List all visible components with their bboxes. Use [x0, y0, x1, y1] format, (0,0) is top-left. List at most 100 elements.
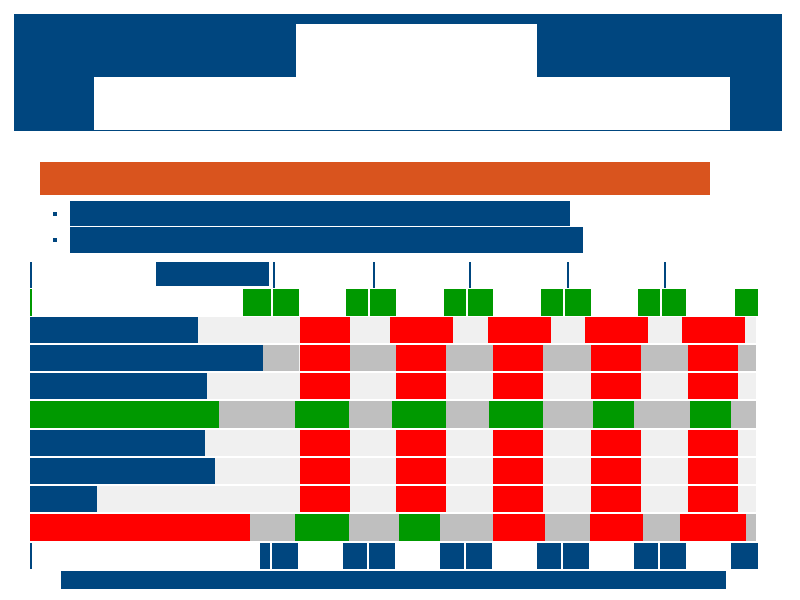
cell-gray [350, 345, 396, 371]
marker-block [440, 543, 464, 569]
cell-gray [543, 345, 591, 371]
cell-red [488, 317, 551, 343]
marker-block [468, 289, 493, 316]
cell-red [493, 514, 545, 541]
cell-red [396, 486, 446, 512]
cell-red [688, 458, 738, 484]
cell-red [591, 486, 641, 512]
axis-tick [664, 262, 666, 288]
marker-block [260, 543, 270, 569]
matrix-row [30, 373, 756, 399]
footer-bar [61, 571, 726, 589]
cell-gray [263, 345, 299, 371]
axis-tick [30, 262, 32, 288]
bullet-marker-2 [53, 238, 57, 242]
cell-red [493, 345, 543, 371]
cell-red [591, 373, 641, 399]
cell-red [688, 430, 738, 456]
row-label-bar [30, 458, 215, 484]
section-banner [40, 162, 710, 195]
marker-block [346, 289, 368, 316]
cell-green [593, 401, 634, 428]
marker-block [541, 289, 563, 316]
bottom-marker-row [30, 543, 758, 569]
marker-block [370, 289, 396, 316]
cell-red [682, 317, 745, 343]
matrix-row [30, 514, 756, 541]
marker-block [466, 543, 492, 569]
cell-gray [738, 345, 756, 371]
row-label-bar [30, 345, 263, 371]
marker-block [369, 543, 395, 569]
axis-tick [469, 262, 471, 288]
cell-red [493, 373, 543, 399]
row-label-bar [30, 373, 207, 399]
marker-block [638, 289, 660, 316]
marker-block [565, 289, 591, 316]
cell-red [396, 458, 446, 484]
cell-red [680, 514, 746, 541]
cell-red [493, 458, 543, 484]
cell-red [300, 317, 350, 343]
row-background [30, 486, 756, 512]
cell-red [300, 430, 350, 456]
axis-tick [567, 262, 569, 288]
header-title-box [296, 24, 537, 77]
cell-red [396, 373, 446, 399]
timeline-label-box [156, 262, 269, 286]
marker-block [634, 543, 658, 569]
cell-green [489, 401, 543, 428]
cell-red [688, 373, 738, 399]
cell-red [396, 430, 446, 456]
cell-red [300, 458, 350, 484]
row-label-bar [30, 430, 205, 456]
cell-red [590, 514, 643, 541]
matrix-row [30, 345, 756, 371]
cell-red [591, 345, 641, 371]
cell-red [585, 317, 648, 343]
matrix-row [30, 430, 756, 456]
cell-gray [641, 345, 688, 371]
cell-gray [446, 345, 493, 371]
axis-tick [373, 262, 375, 288]
bullet-marker-1 [53, 212, 57, 216]
cell-green [690, 401, 731, 428]
marker-block [731, 543, 758, 569]
cell-red [493, 430, 543, 456]
marker-block [660, 543, 686, 569]
cell-red [493, 486, 543, 512]
cell-green [392, 401, 446, 428]
matrix-row [30, 401, 756, 428]
marker-block [662, 289, 686, 316]
cell-green [295, 514, 349, 541]
marker-block [273, 289, 299, 316]
row-label-bar [30, 486, 97, 512]
cell-green [399, 514, 440, 541]
row-label-bar [30, 401, 219, 428]
cell-red [591, 430, 641, 456]
bullet-bar-2 [70, 227, 583, 253]
cell-red [390, 317, 453, 343]
marker-block [563, 543, 589, 569]
matrix-row [30, 317, 756, 343]
row-label-bar [30, 317, 198, 343]
cell-red [688, 486, 738, 512]
marker-block [272, 543, 298, 569]
cell-green [295, 401, 349, 428]
bullet-bar-1 [70, 201, 570, 226]
marker-block [735, 289, 758, 316]
cell-red [300, 373, 350, 399]
matrix-row [30, 458, 756, 484]
header-subtitle-box [94, 77, 730, 130]
marker-block [243, 289, 271, 316]
row-label-bar [30, 514, 250, 541]
cell-red [300, 345, 350, 371]
marker-block [444, 289, 466, 316]
marker-block [343, 543, 367, 569]
axis-tick [273, 262, 275, 288]
cell-red [300, 486, 350, 512]
top-marker-row [30, 289, 758, 316]
cell-red [688, 345, 738, 371]
cell-red [591, 458, 641, 484]
cell-red [396, 345, 446, 371]
